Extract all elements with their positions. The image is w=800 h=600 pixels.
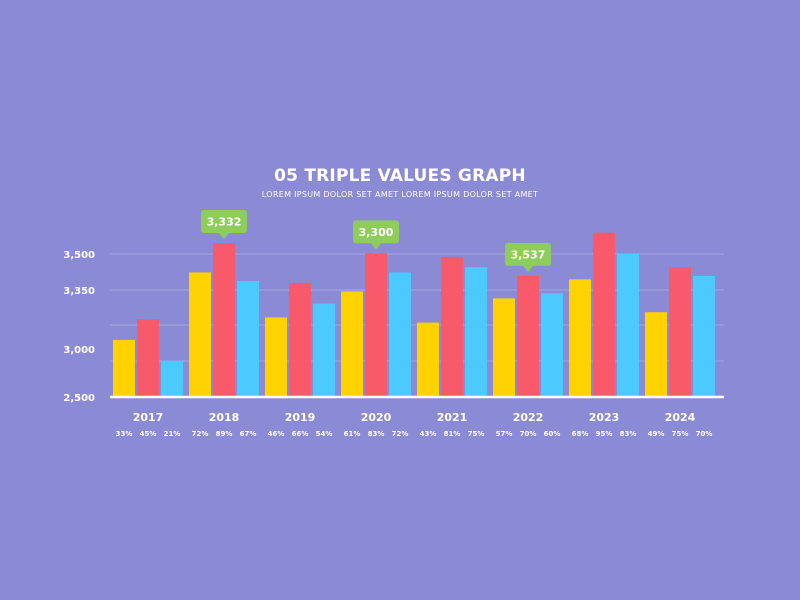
percent-label: 81% [444, 430, 461, 438]
bar-2018-series-2 [213, 243, 235, 397]
callout-pointer [523, 265, 533, 272]
x-tick-label: 2020 [361, 411, 392, 424]
chart-subtitle: LOREM IPSUM DOLOR SET AMET LOREM IPSUM D… [261, 190, 539, 199]
value-callout-bubble [505, 242, 551, 266]
percent-label: 60% [544, 430, 561, 438]
percent-label: 83% [368, 430, 385, 438]
y-tick-label: 3,350 [63, 286, 95, 297]
bar-2023-series-2 [593, 232, 615, 397]
bar-2022-series-1 [493, 298, 515, 397]
x-tick-label: 2018 [209, 411, 240, 424]
callout-pointer [371, 243, 381, 250]
percent-label: 45% [140, 430, 157, 438]
chart-title: 05 TRIPLE VALUES GRAPH [274, 166, 526, 186]
percent-label: 95% [596, 430, 613, 438]
bar-2020-series-1 [341, 291, 363, 397]
percent-label: 61% [344, 430, 361, 438]
value-callout-bubble [201, 210, 247, 234]
percent-label: 75% [672, 430, 689, 438]
value-callout-text: 3,537 [511, 248, 546, 261]
x-tick-label: 2019 [285, 411, 316, 424]
percent-label: 21% [164, 430, 181, 438]
y-tick-label: 3,000 [63, 345, 95, 356]
bar-2020-series-3 [389, 272, 411, 397]
percent-label: 54% [316, 430, 333, 438]
bar-2024-series-3 [693, 275, 715, 397]
x-tick-label: 2024 [665, 411, 696, 424]
x-tick-label: 2023 [589, 411, 620, 424]
percent-label: 49% [648, 430, 665, 438]
bar-2023-series-1 [569, 279, 591, 397]
percent-label: 46% [268, 430, 285, 438]
percent-label: 43% [420, 430, 437, 438]
callout-pointer [219, 233, 229, 240]
bar-2019-series-3 [313, 303, 335, 397]
percent-label: 83% [620, 430, 637, 438]
bar-2023-series-3 [617, 253, 639, 397]
percent-label: 67% [240, 430, 257, 438]
bar-2018-series-3 [237, 281, 259, 397]
percent-label: 33% [116, 430, 133, 438]
percent-label: 72% [392, 430, 409, 438]
bar-2018-series-1 [189, 272, 211, 397]
percent-label: 75% [468, 430, 485, 438]
percent-label: 70% [696, 430, 713, 438]
percent-label: 68% [572, 430, 589, 438]
percent-label: 89% [216, 430, 233, 438]
percent-label: 70% [520, 430, 537, 438]
bar-2020-series-2 [365, 253, 387, 397]
bar-2021-series-1 [417, 322, 439, 397]
bar-2021-series-2 [441, 256, 463, 397]
value-callout-text: 3,332 [207, 216, 242, 229]
x-tick-label: 2017 [133, 411, 164, 424]
value-callout-bubble [353, 220, 399, 244]
bar-2017-series-3 [161, 360, 183, 397]
bar-2017-series-1 [113, 339, 135, 397]
bar-2019-series-1 [265, 317, 287, 397]
x-tick-label: 2022 [513, 411, 544, 424]
y-tick-label: 3,500 [63, 250, 95, 261]
percent-label: 72% [192, 430, 209, 438]
bar-2021-series-3 [465, 267, 487, 397]
bar-2022-series-2 [517, 275, 539, 397]
bar-2024-series-1 [645, 312, 667, 397]
percent-label: 57% [496, 430, 513, 438]
percent-label: 66% [292, 430, 309, 438]
bar-2019-series-2 [289, 282, 311, 397]
value-callout-text: 3,300 [359, 226, 394, 239]
bar-2022-series-3 [541, 293, 563, 397]
bar-2017-series-2 [137, 319, 159, 397]
x-tick-label: 2021 [437, 411, 468, 424]
y-tick-label: 2,500 [63, 393, 95, 404]
bar-2024-series-2 [669, 267, 691, 397]
